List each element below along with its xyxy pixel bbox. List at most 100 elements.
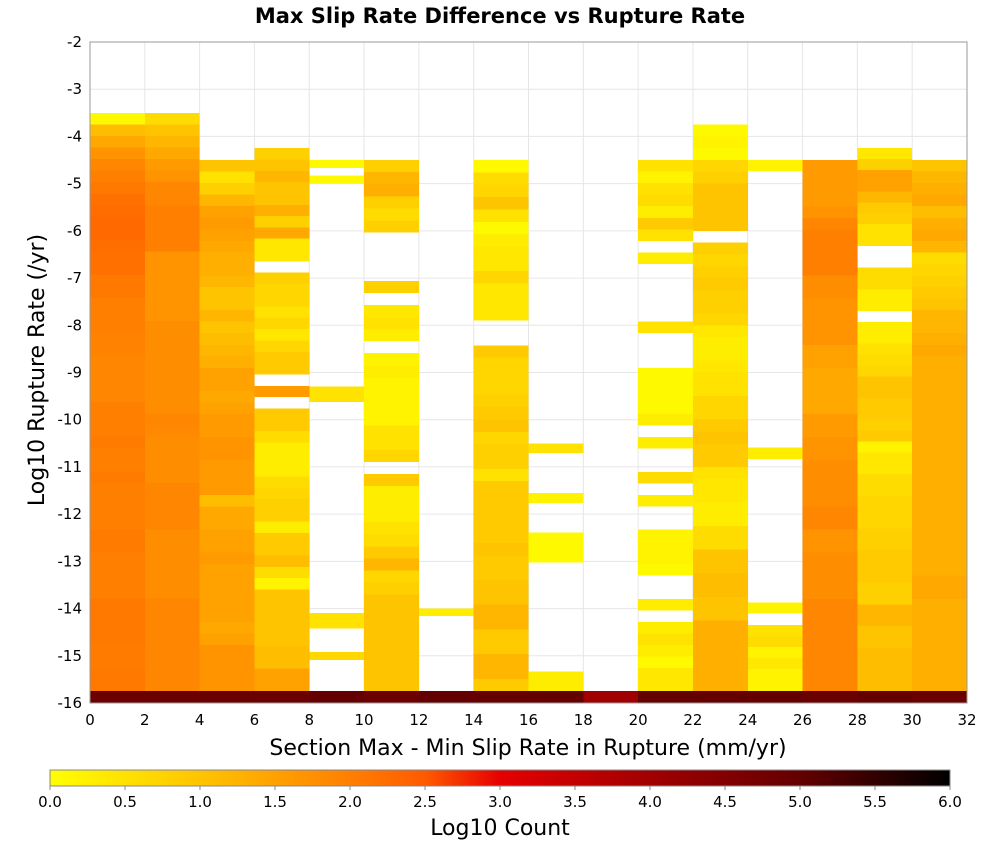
heatmap-cell: [857, 332, 913, 344]
heatmap-cell: [364, 184, 419, 197]
heatmap-cell: [364, 570, 419, 583]
heatmap-cell: [90, 610, 145, 622]
heatmap-cell: [144, 170, 200, 183]
heatmap-cell: [857, 517, 913, 529]
heatmap-cell: [254, 193, 310, 205]
heatmap-cell: [912, 645, 967, 657]
heatmap-cell: [90, 517, 145, 530]
heatmap-cell: [309, 652, 365, 660]
heatmap-cell: [802, 183, 858, 195]
heatmap-cell: [144, 309, 200, 322]
heatmap-cell: [144, 205, 200, 217]
heatmap-cell: [309, 160, 365, 168]
heatmap-cell: [747, 602, 803, 614]
heatmap-cell: [309, 394, 365, 403]
heatmap-cell: [912, 183, 967, 195]
heatmap-cell: [692, 195, 748, 208]
heatmap-cell: [857, 376, 913, 388]
heatmap-cell: [254, 227, 310, 239]
heatmap-cell: [364, 618, 419, 631]
heatmap-cell: [254, 363, 310, 375]
heatmap-cell: [254, 204, 310, 217]
heatmap-cell: [144, 297, 200, 310]
heatmap-cell: [254, 148, 310, 160]
heatmap-cell: [692, 360, 748, 373]
heatmap-cell: [364, 220, 419, 233]
heatmap-cell: [144, 367, 200, 379]
heatmap-cell: [254, 612, 310, 624]
heatmap-cell: [638, 564, 693, 576]
heatmap-cell: [802, 206, 858, 218]
heatmap-cell: [364, 630, 419, 643]
heatmap-cell: [912, 656, 967, 669]
heatmap-cell: [473, 617, 529, 630]
heatmap-cell: [802, 448, 858, 461]
heatmap-cell: [254, 431, 310, 443]
heatmap-cell: [144, 471, 200, 483]
heatmap-cell: [254, 600, 310, 613]
heatmap-cell: [144, 633, 200, 645]
heatmap-cell: [857, 180, 913, 192]
heatmap-cell: [199, 529, 255, 542]
heatmap-cell: [364, 425, 419, 438]
heatmap-cell: [857, 626, 913, 637]
x-tick-label: 30: [903, 711, 922, 729]
heatmap-cell: [638, 656, 693, 669]
heatmap-cell: [528, 681, 584, 692]
heatmap-cell: [199, 506, 255, 518]
heatmap-cell: [473, 271, 529, 284]
heatmap-cell: [528, 532, 584, 543]
heatmap-cell: [364, 679, 419, 692]
heatmap-cell: [254, 453, 310, 465]
heatmap-cell: [912, 402, 967, 415]
heatmap-cell: [692, 348, 748, 361]
heatmap-cell: [802, 575, 858, 588]
heatmap-cell: [692, 219, 748, 231]
heatmap-cell: [254, 623, 310, 635]
heatmap-cell: [254, 555, 310, 567]
heatmap-cell: [857, 452, 913, 464]
heatmap-cell: [912, 425, 967, 438]
heatmap-cell: [747, 160, 803, 172]
heatmap-cell: [747, 635, 803, 647]
heatmap-cell: [144, 644, 200, 657]
heatmap-cell: [692, 549, 748, 562]
heatmap-cell: [802, 402, 858, 415]
heatmap-cell: [802, 287, 858, 299]
heatmap-cell: [254, 306, 310, 318]
heatmap-cell: [692, 431, 748, 444]
heatmap-cell: [857, 235, 913, 246]
heatmap-cell: [912, 610, 967, 622]
heatmap-cell: [912, 587, 967, 599]
heatmap-cell: [638, 206, 693, 218]
heatmap-cell: [364, 594, 419, 607]
heatmap-cell: [144, 668, 200, 680]
heatmap-cell: [638, 668, 693, 680]
heatmap-cell: [473, 382, 529, 395]
heatmap-cell: [199, 240, 255, 253]
heatmap-cell: [692, 171, 748, 184]
heatmap-cell: [144, 679, 200, 692]
heatmap-cell: [90, 147, 145, 160]
heatmap-cell: [638, 598, 693, 611]
colorbar-tick-label: 4.0: [638, 793, 662, 811]
heatmap-cell: [364, 196, 419, 209]
heatmap-cell: [199, 552, 255, 565]
heatmap-cell: [199, 160, 255, 172]
heatmap-cell: [144, 402, 200, 414]
heatmap-cell: [254, 295, 310, 307]
heatmap-cell: [144, 263, 200, 275]
heatmap-cell: [638, 321, 693, 334]
heatmap-cell: [364, 606, 419, 619]
heatmap-cell: [199, 390, 255, 403]
heatmap-cell: [199, 402, 255, 415]
y-tick-labels: -2 -3 -4 -5 -6 -7 -8 -9 -10 -11 -12 -13 -14 -15 -16: [58, 33, 83, 712]
colorbar-tick-labels: 0.0 0.5 1.0 1.5 2.0 2.5 3.0 3.5 4.0 4.5 5.0 5.5 6.0: [38, 786, 962, 811]
heatmap-cell: [473, 209, 529, 222]
heatmap-cell: [528, 492, 584, 503]
heatmap-cell: [802, 668, 858, 680]
heatmap-cell: [857, 387, 913, 398]
heatmap-cell: [90, 413, 145, 426]
heatmap-cell: [254, 532, 310, 545]
heatmap-cell: [692, 407, 748, 420]
